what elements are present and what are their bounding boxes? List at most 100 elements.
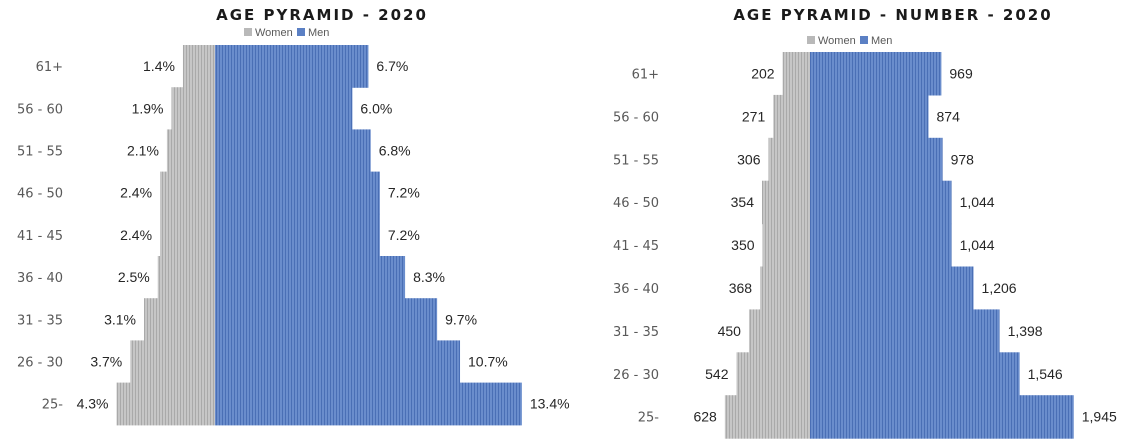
bar-men — [215, 382, 522, 426]
category-label: 36 - 40 — [613, 282, 659, 297]
bar-women — [171, 87, 215, 130]
data-label-women: 1.9% — [132, 100, 164, 116]
bar-women — [116, 382, 215, 426]
bar-women — [182, 45, 215, 88]
legend-label-women: Women — [818, 35, 856, 47]
category-label: 41 - 45 — [613, 239, 659, 254]
bar-women — [748, 309, 810, 353]
legend-swatch-women — [807, 36, 815, 44]
bar-men — [215, 45, 369, 88]
bar-men — [215, 87, 353, 130]
category-label: 36 - 40 — [17, 271, 63, 286]
category-label: 25- — [42, 398, 64, 413]
category-label: 26 - 30 — [613, 368, 659, 383]
data-label-women: 3.7% — [90, 354, 122, 370]
data-label-women: 354 — [731, 194, 755, 210]
data-label-men: 6.8% — [379, 143, 411, 159]
bar-men — [810, 223, 952, 268]
bar-women — [130, 340, 215, 384]
data-label-men: 9.7% — [445, 311, 477, 327]
category-label: 56 - 60 — [613, 110, 659, 125]
bar-men — [810, 94, 929, 139]
data-label-women: 1.4% — [143, 58, 175, 74]
data-label-men: 978 — [951, 151, 975, 167]
legend: Women Men — [807, 35, 892, 47]
bar-men — [215, 340, 461, 384]
data-label-women: 306 — [737, 151, 761, 167]
legend: Women Men — [244, 27, 329, 39]
data-label-men: 1,044 — [960, 237, 995, 253]
data-label-women: 2.4% — [120, 227, 152, 243]
data-label-men: 1,044 — [960, 194, 995, 210]
legend-label-men: Men — [308, 27, 329, 39]
data-label-men: 7.2% — [388, 227, 420, 243]
bar-women — [724, 395, 810, 439]
category-label: 61+ — [36, 60, 63, 75]
data-label-men: 874 — [937, 108, 961, 124]
category-label: 61+ — [632, 67, 659, 82]
data-label-women: 368 — [729, 280, 753, 296]
category-label: 46 - 50 — [613, 196, 659, 211]
data-label-men: 1,206 — [982, 280, 1017, 296]
bar-women — [157, 256, 215, 299]
bar-men — [810, 137, 943, 182]
legend-label-women: Women — [255, 27, 293, 39]
legend-swatch-women — [244, 28, 252, 36]
bar-women — [144, 298, 215, 341]
category-label: 31 - 35 — [613, 325, 659, 340]
data-label-men: 7.2% — [388, 185, 420, 201]
bar-men — [215, 171, 380, 215]
bar-men — [215, 213, 380, 257]
data-label-women: 450 — [718, 323, 742, 339]
category-label: 46 - 50 — [17, 187, 63, 202]
bar-women — [160, 171, 215, 215]
bar-women — [166, 129, 215, 173]
bar-women — [761, 180, 810, 225]
data-label-women: 202 — [751, 65, 775, 81]
bar-women — [760, 266, 810, 310]
age-pyramid-number-chart: AGE PYRAMID - NUMBER - 2020 Women Men 61+ 20… — [613, 6, 1117, 439]
data-label-women: 2.5% — [118, 269, 150, 285]
bar-women — [782, 52, 810, 96]
bar-men — [810, 52, 942, 96]
data-label-men: 1,945 — [1082, 409, 1117, 425]
bar-women — [762, 223, 810, 268]
chart-title: AGE PYRAMID - NUMBER - 2020 — [733, 6, 1052, 24]
chart-title: AGE PYRAMID - 2020 — [216, 6, 428, 24]
data-label-men: 969 — [949, 65, 973, 81]
data-label-men: 6.7% — [376, 58, 408, 74]
data-label-women: 271 — [742, 108, 766, 124]
category-label: 31 - 35 — [17, 313, 63, 328]
bar-men — [215, 256, 406, 299]
data-label-women: 350 — [731, 237, 755, 253]
data-label-men: 8.3% — [413, 269, 445, 285]
category-label: 51 - 55 — [17, 145, 63, 160]
age-pyramid-percent-chart: AGE PYRAMID - 2020 Women Men 61+ 1.4% 6.7% 56 … — [17, 6, 570, 426]
category-label: 25- — [638, 411, 660, 426]
data-label-men: 13.4% — [530, 396, 570, 412]
data-label-women: 542 — [705, 366, 729, 382]
bar-men — [215, 298, 438, 341]
bar-men — [810, 180, 952, 225]
bar-men — [215, 129, 371, 173]
data-label-men: 6.0% — [360, 100, 392, 116]
data-label-men: 10.7% — [468, 354, 508, 370]
bar-men — [810, 266, 974, 310]
legend-label-men: Men — [871, 35, 892, 47]
data-label-women: 2.4% — [120, 185, 152, 201]
bar-women — [160, 213, 215, 257]
data-label-women: 2.1% — [127, 143, 159, 159]
category-label: 51 - 55 — [613, 153, 659, 168]
bar-women — [768, 137, 810, 182]
data-label-men: 1,398 — [1008, 323, 1043, 339]
category-label: 56 - 60 — [17, 102, 63, 117]
legend-swatch-men — [297, 28, 305, 36]
data-label-women: 628 — [693, 409, 717, 425]
bar-men — [810, 309, 1000, 353]
bar-women — [773, 94, 810, 139]
category-label: 41 - 45 — [17, 229, 63, 244]
bar-men — [810, 395, 1074, 439]
legend-swatch-men — [860, 36, 868, 44]
category-label: 26 - 30 — [17, 356, 63, 371]
